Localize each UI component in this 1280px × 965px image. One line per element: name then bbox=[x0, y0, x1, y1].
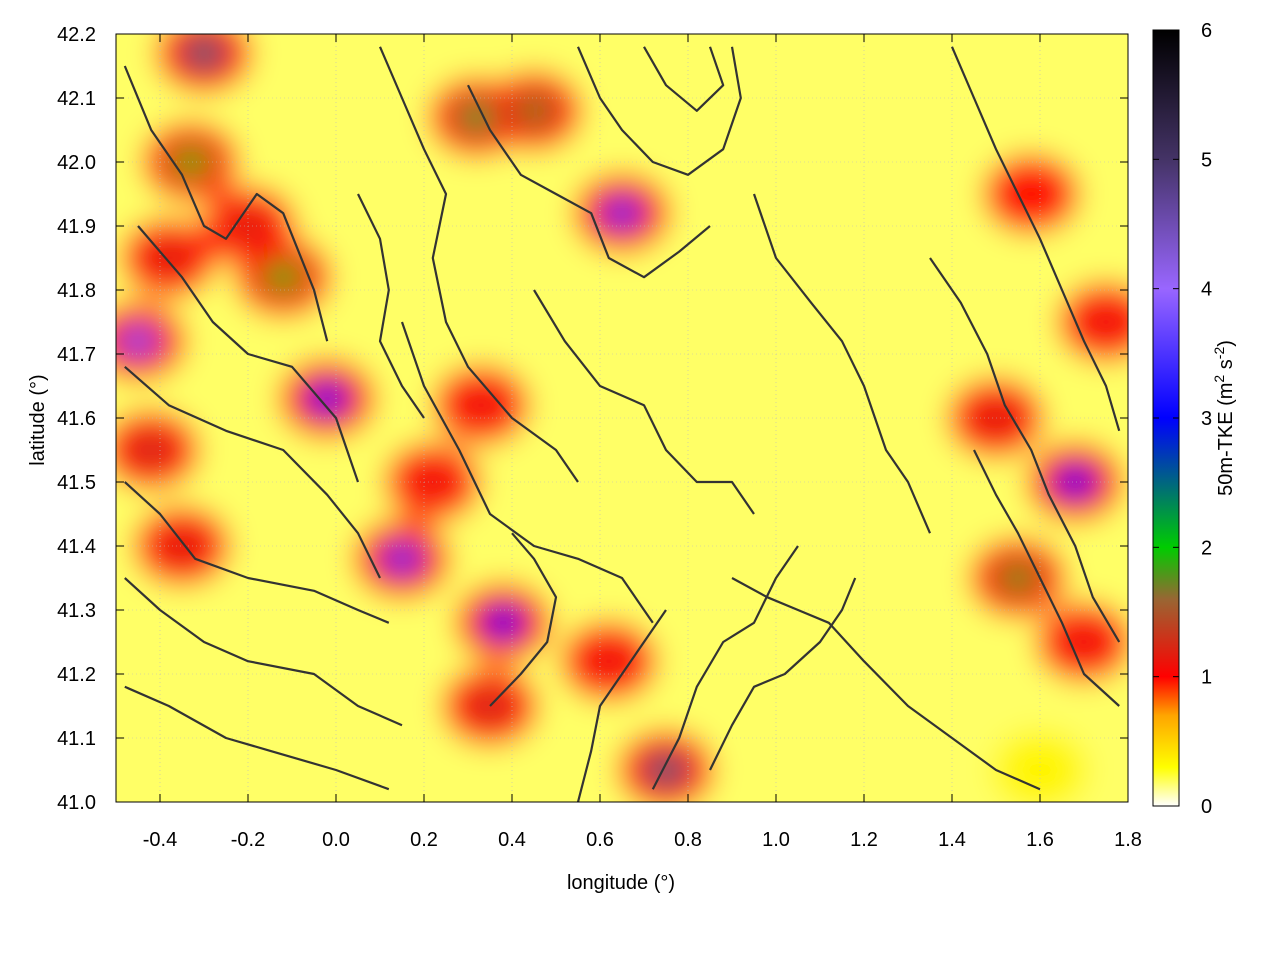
contour-line bbox=[400, 321, 654, 624]
y-axis-label: latitude (°) bbox=[27, 374, 49, 465]
x-tick-label: 0.2 bbox=[410, 829, 438, 851]
y-tick-label: 41.5 bbox=[57, 472, 96, 494]
x-tick-label: -0.2 bbox=[231, 829, 265, 851]
contour-line bbox=[124, 481, 390, 624]
colorbar-label-sup1: 2 bbox=[1211, 375, 1227, 383]
contour-line bbox=[651, 545, 799, 790]
colorbar-tick-label: 4 bbox=[1201, 279, 1212, 301]
x-tick-label: 0.0 bbox=[322, 829, 350, 851]
y-tick-label: 41.8 bbox=[57, 280, 96, 302]
y-tick-label: 41.9 bbox=[57, 216, 96, 238]
contour-line bbox=[752, 193, 932, 534]
colorbar-label: 50m-TKE (m2 s-2) bbox=[1211, 340, 1237, 496]
contour-line bbox=[378, 46, 579, 483]
contour-line bbox=[467, 84, 711, 279]
colorbar-label-mid: s bbox=[1215, 359, 1237, 375]
x-tick-label: 0.4 bbox=[498, 829, 526, 851]
tke-field bbox=[116, 34, 1128, 802]
y-tick-label: 42.1 bbox=[57, 88, 96, 110]
x-tick-label: 1.8 bbox=[1114, 829, 1142, 851]
contour-line bbox=[950, 46, 1121, 432]
colorbar-tick-label: 6 bbox=[1201, 20, 1212, 42]
x-axis-ticks: -0.4 -0.2 0.0 0.2 0.4 0.6 0.8 1.0 1.2 1.4 1.6 1.8 bbox=[143, 34, 1142, 851]
x-tick-label: 1.4 bbox=[938, 829, 966, 851]
field-region-core bbox=[118, 325, 158, 358]
contour-line bbox=[123, 65, 329, 342]
y-tick-label: 42.0 bbox=[57, 152, 96, 174]
contour-line bbox=[929, 257, 1121, 643]
y-tick-label: 41.4 bbox=[57, 536, 96, 558]
field-region-core bbox=[456, 101, 497, 134]
x-tick-label: 1.0 bbox=[762, 829, 790, 851]
y-tick-label: 41.2 bbox=[57, 664, 96, 686]
contour-line bbox=[137, 225, 360, 483]
field-region-core bbox=[483, 606, 524, 639]
contour-line bbox=[124, 365, 381, 579]
contour-line bbox=[643, 46, 725, 112]
contour-line bbox=[576, 609, 667, 802]
colorbar-tick-label: 5 bbox=[1201, 149, 1212, 171]
contour-line bbox=[533, 289, 755, 515]
field-region-core bbox=[382, 542, 422, 575]
colorbar-ticks: 0 1 2 3 4 5 6 bbox=[1153, 20, 1212, 818]
contour-line bbox=[576, 46, 742, 176]
contour-line bbox=[489, 532, 558, 707]
field-region-core bbox=[461, 389, 502, 422]
x-tick-label: 1.6 bbox=[1026, 829, 1054, 851]
field-region-core bbox=[998, 562, 1038, 594]
colorbar-tick-label: 3 bbox=[1201, 408, 1212, 430]
y-tick-label: 41.0 bbox=[57, 792, 96, 814]
colorbar-label-end: ) bbox=[1215, 340, 1237, 347]
x-tick-label: 1.2 bbox=[850, 829, 878, 851]
contour-line bbox=[973, 449, 1120, 707]
field-region-core bbox=[131, 434, 172, 466]
colorbar-tick-label: 2 bbox=[1201, 537, 1212, 559]
field-region-core bbox=[1086, 306, 1126, 338]
field-region-core bbox=[184, 37, 224, 70]
y-tick-label: 41.1 bbox=[57, 728, 96, 750]
field-region-core bbox=[1055, 466, 1096, 498]
colorbar-tick-label: 1 bbox=[1201, 667, 1212, 689]
x-tick-label: 0.8 bbox=[674, 829, 702, 851]
field-region-core bbox=[307, 382, 348, 415]
y-tick-label: 41.6 bbox=[57, 408, 96, 430]
colorbar-label-text: 50m-TKE (m bbox=[1215, 383, 1237, 496]
contour-line bbox=[124, 577, 403, 727]
y-tick-label: 41.3 bbox=[57, 600, 96, 622]
field-region-core bbox=[263, 261, 304, 294]
field-region-core bbox=[514, 94, 554, 127]
terrain-contours bbox=[123, 46, 1121, 802]
field-region-core bbox=[646, 754, 686, 786]
colorbar-label-sup2: -2 bbox=[1211, 347, 1227, 360]
colorbar-tick-label: 0 bbox=[1201, 796, 1212, 818]
x-tick-label: -0.4 bbox=[143, 829, 177, 851]
field-region-core bbox=[588, 645, 629, 678]
contour-line bbox=[357, 193, 425, 419]
field-region-core bbox=[602, 197, 642, 230]
y-tick-label: 42.2 bbox=[57, 24, 96, 46]
x-axis-label: longitude (°) bbox=[567, 872, 675, 894]
x-tick-label: 0.6 bbox=[586, 829, 614, 851]
y-axis-ticks: 41.0 41.1 41.2 41.3 41.4 41.5 41.6 41.7 41.8 41.9… bbox=[57, 24, 1128, 814]
contour-line bbox=[731, 577, 1041, 791]
field-region-core bbox=[170, 146, 211, 178]
contour-line bbox=[124, 685, 390, 791]
contour-line bbox=[709, 577, 857, 771]
y-tick-label: 41.7 bbox=[57, 344, 96, 366]
